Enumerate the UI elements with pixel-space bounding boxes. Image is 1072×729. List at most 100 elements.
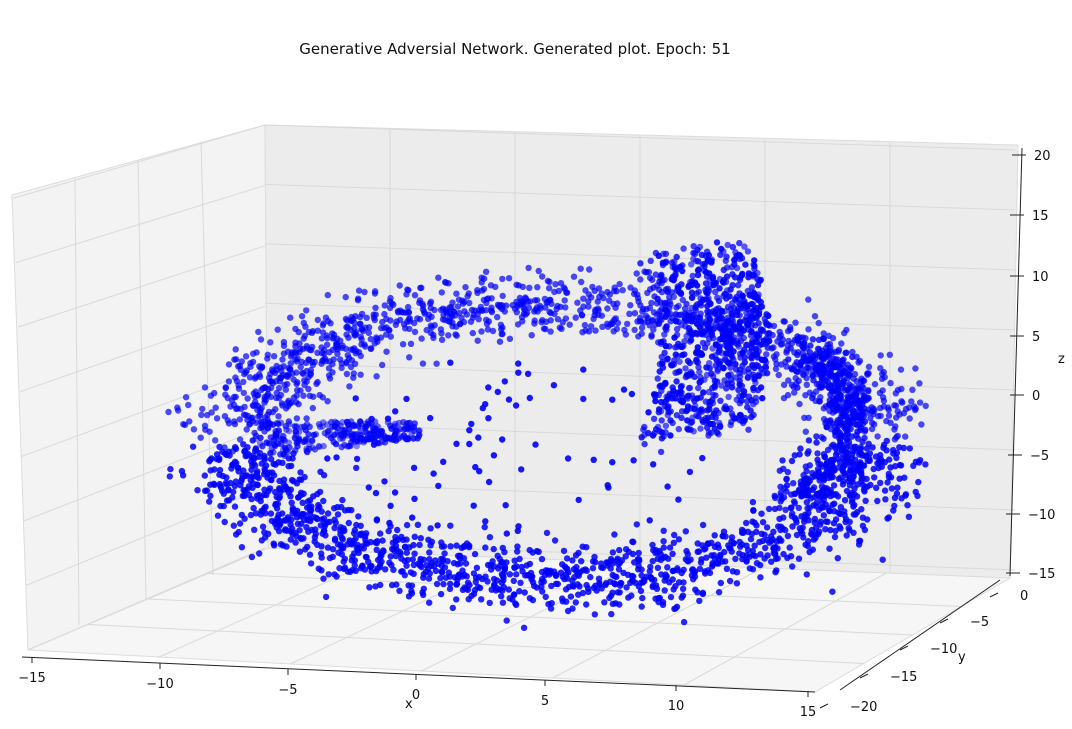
scatter-point (232, 374, 239, 381)
scatter-point (308, 526, 316, 534)
scatter-point (243, 426, 250, 433)
scatter-point (340, 558, 347, 565)
scatter-point (694, 359, 701, 366)
scatter-point (749, 362, 757, 369)
scatter-point (676, 368, 683, 375)
scatter-point (520, 624, 528, 631)
scatter-point (590, 584, 598, 591)
scatter-point (345, 519, 352, 527)
scatter-point (402, 309, 410, 316)
scatter-point (743, 314, 750, 321)
scatter-point (396, 587, 403, 594)
scatter-point (297, 363, 304, 371)
scatter-point (488, 307, 495, 314)
scatter-point (514, 543, 521, 550)
scatter-point (373, 546, 380, 553)
scatter-point (522, 572, 529, 579)
scatter-point (805, 517, 812, 524)
scatter-point (265, 530, 272, 537)
scatter-point (592, 327, 599, 334)
axis-lines (21, 147, 1023, 693)
scatter-point (864, 370, 871, 377)
scatter-point (776, 328, 783, 336)
scatter-point (272, 431, 279, 438)
scatter-point (294, 443, 301, 450)
scatter-point (474, 337, 481, 344)
scatter-point (883, 437, 890, 445)
scatter-point (625, 548, 632, 556)
scatter-point (820, 330, 827, 337)
scatter-point (639, 594, 646, 602)
scatter-point (355, 287, 363, 294)
scatter-point (876, 389, 884, 397)
scatter-point (551, 310, 558, 318)
scatter-point (837, 419, 845, 426)
scatter-point (713, 306, 720, 313)
scatter-point (677, 263, 684, 271)
scatter-point (487, 566, 495, 573)
scatter-point (324, 398, 331, 405)
scatter-point (731, 415, 738, 422)
scatter-point (611, 573, 618, 580)
scatter-point (539, 588, 546, 595)
scatter-point (234, 464, 241, 472)
scatter-point (441, 564, 449, 571)
scatter-point (206, 428, 213, 435)
scatter-point (487, 282, 495, 289)
scatter-point (542, 593, 549, 601)
scatter-point (747, 535, 755, 543)
scatter-point (704, 290, 711, 297)
scatter-point (346, 383, 353, 390)
scatter-point (494, 313, 501, 321)
scatter-point (855, 402, 862, 409)
scatter-point (477, 303, 485, 311)
scatter-point (238, 478, 245, 485)
scatter-point (814, 450, 821, 457)
scatter-point (849, 476, 856, 483)
x-tick-label: −15 (18, 671, 45, 686)
scatter-point (418, 335, 425, 342)
scatter-point (837, 434, 845, 441)
scatter-point (670, 387, 677, 394)
z-gridline-left (21, 366, 266, 457)
scatter-point (357, 333, 364, 340)
scatter-point (331, 505, 338, 512)
scatter-point (649, 582, 657, 589)
scatter-point (320, 472, 328, 479)
scatter-point (834, 555, 841, 562)
scatter-point (258, 537, 265, 544)
scatter-point (820, 435, 827, 442)
scatter-point (515, 360, 522, 367)
scatter-point (367, 538, 374, 546)
scatter-point (433, 580, 441, 588)
scatter-point (699, 521, 707, 529)
scatter-point (331, 524, 338, 532)
scatter-point (282, 483, 289, 490)
scatter-point (855, 461, 862, 468)
scatter-point (660, 250, 667, 257)
scatter-point (522, 295, 530, 302)
scatter-point (229, 494, 236, 501)
scatter-point (672, 605, 679, 612)
scatter-point (834, 493, 842, 500)
scatter-point (658, 435, 666, 442)
scatter-point (696, 597, 703, 605)
scatter-point (285, 427, 293, 435)
scatter-point (364, 436, 372, 443)
scatter-point (353, 442, 360, 450)
scatter-point (751, 542, 758, 549)
scatter-point (383, 324, 390, 331)
scatter-point (293, 415, 301, 422)
scatter-point (694, 271, 702, 279)
scatter-point (869, 419, 876, 427)
scatter-point (679, 592, 687, 599)
scatter-point (294, 355, 301, 362)
scatter-point (877, 352, 884, 359)
scatter-point (614, 555, 621, 562)
scatter-point (349, 553, 356, 560)
scatter-point (911, 406, 919, 414)
scatter-point (465, 290, 472, 297)
scatter-point (438, 569, 446, 576)
scatter-point (788, 504, 795, 511)
scatter-point (377, 334, 385, 341)
